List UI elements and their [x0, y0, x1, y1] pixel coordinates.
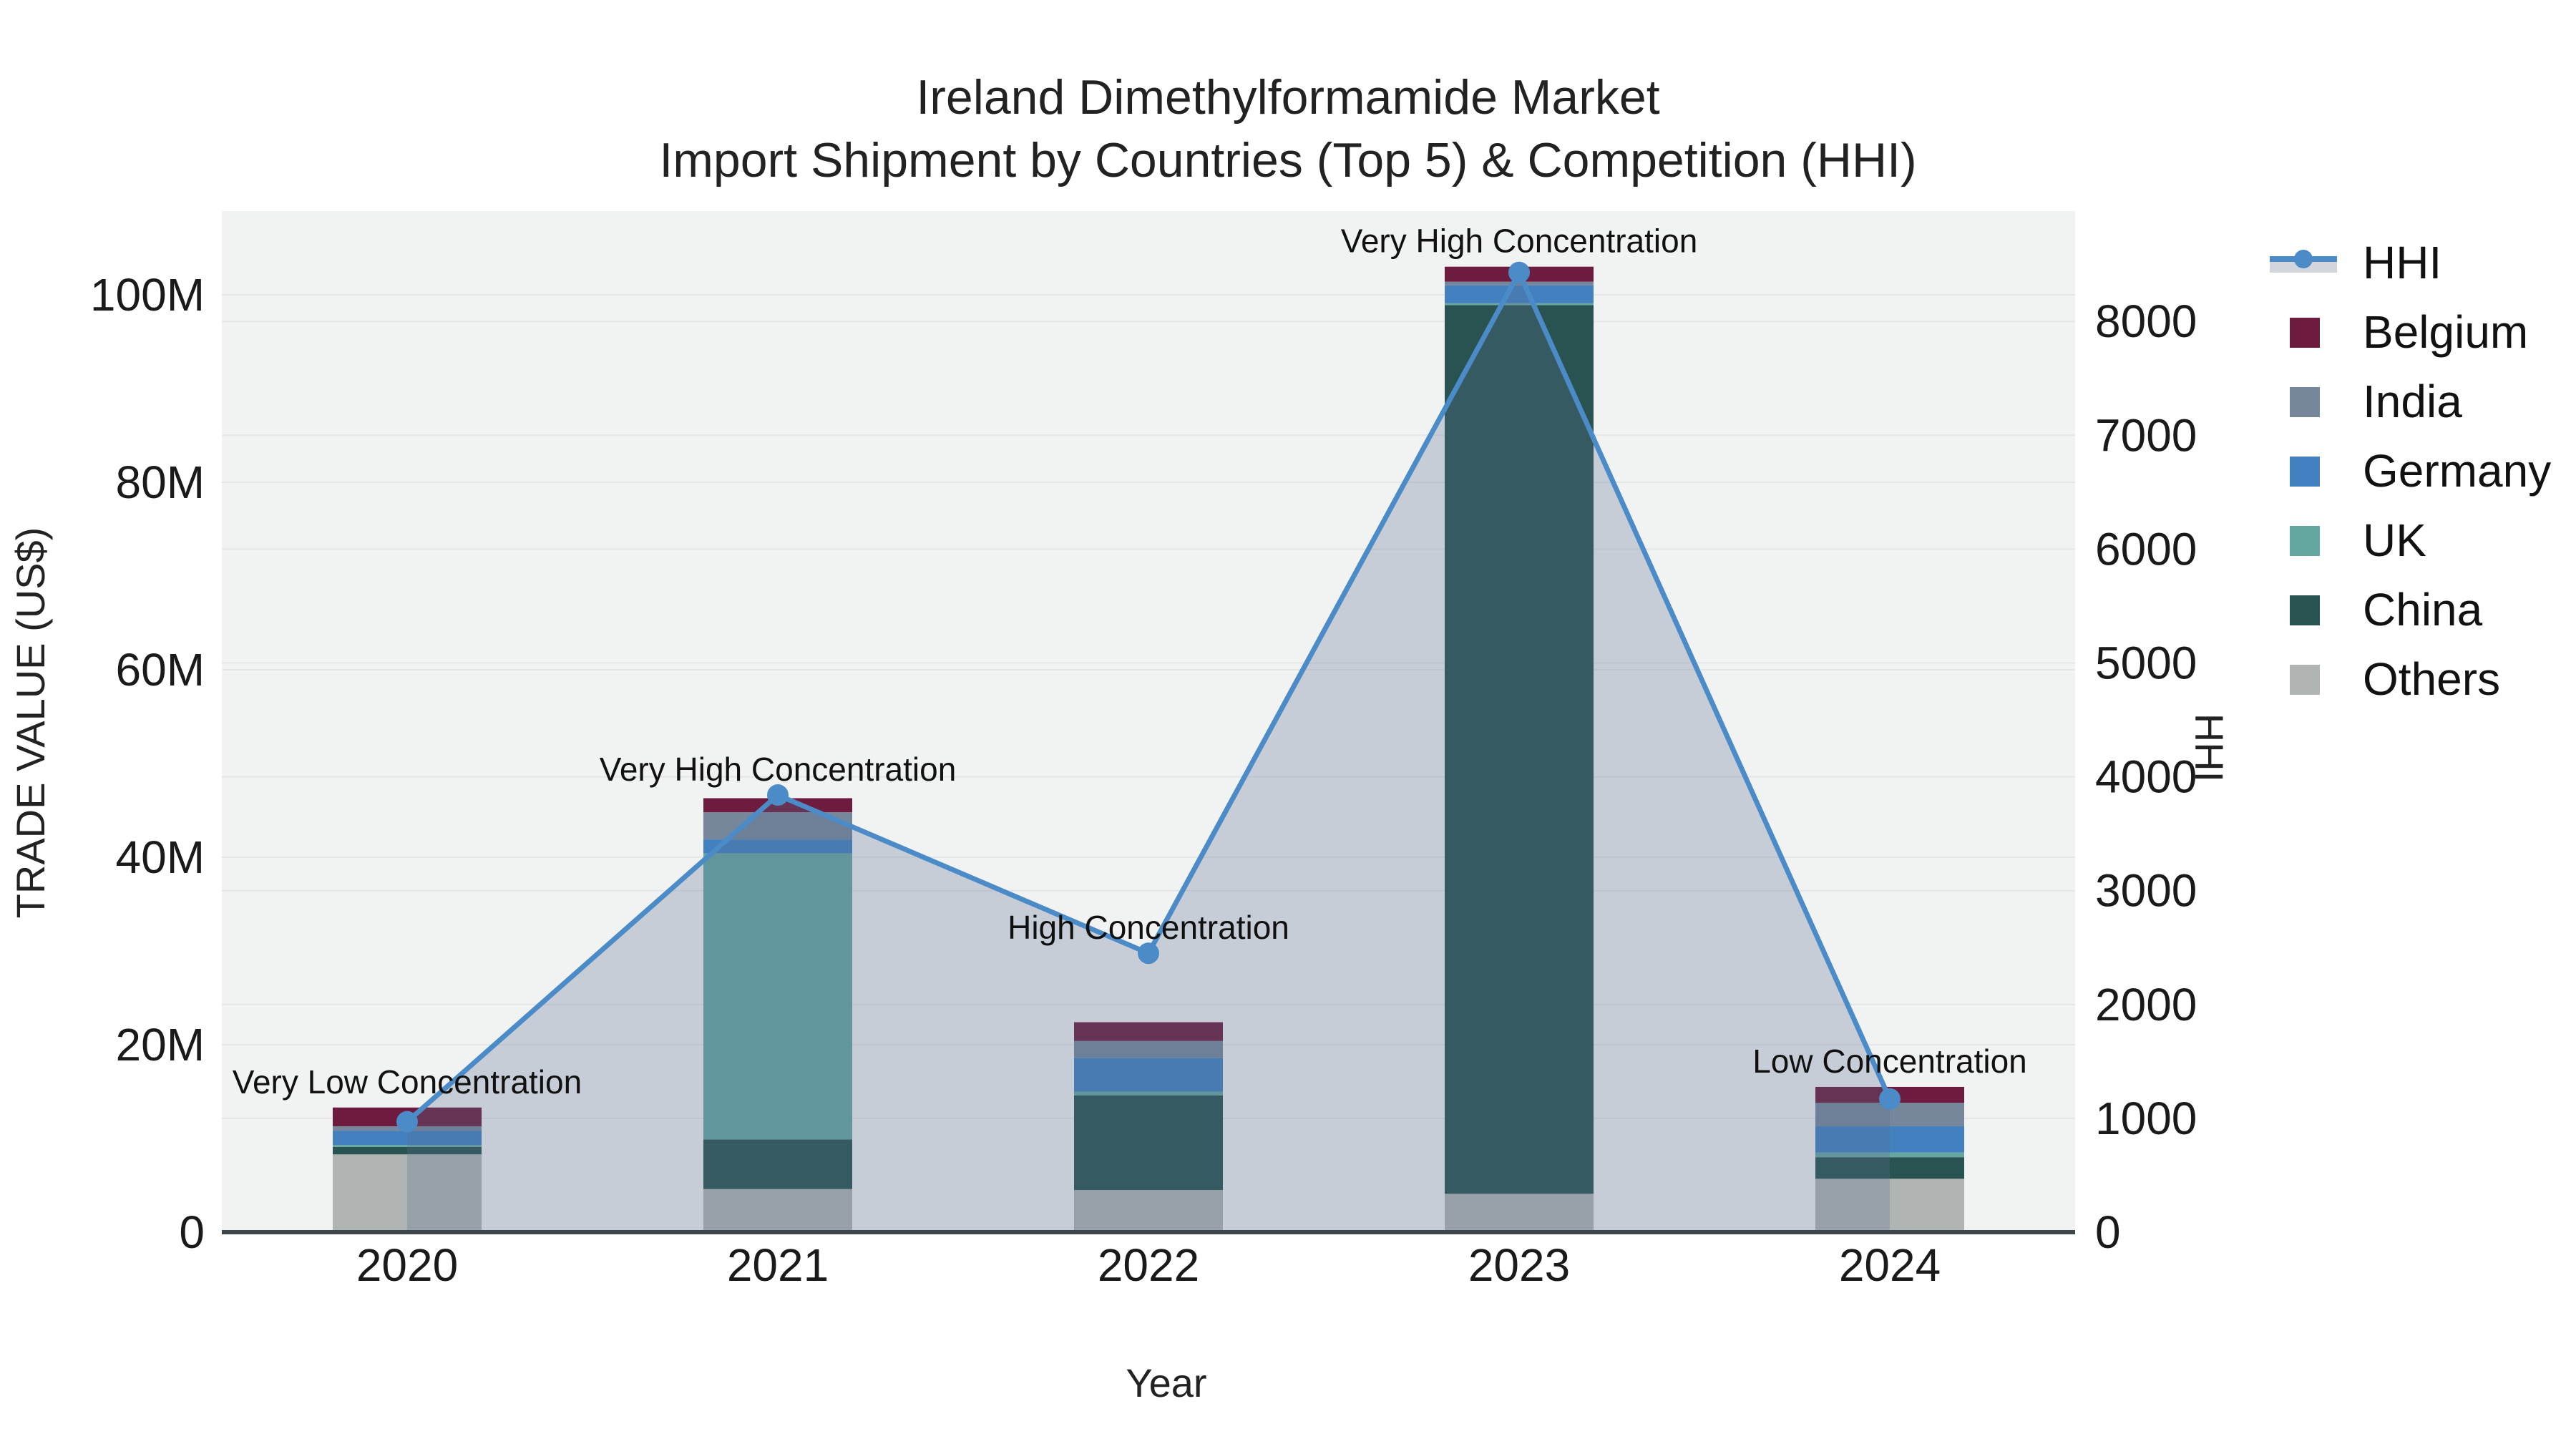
legend-swatch-india [2270, 380, 2348, 423]
x-tick-2023: 2023 [1468, 1239, 1570, 1291]
germany-color-swatch-icon [2290, 456, 2320, 487]
bar-segment-germany-2020[interactable] [333, 1131, 482, 1146]
bar-segment-uk-2023[interactable] [1445, 303, 1594, 306]
legend-item-hhi[interactable]: HHI [2270, 228, 2551, 297]
legend: HHI Belgium India Germany UK China Others [2270, 228, 2551, 713]
right-tick-8000: 8000 [2095, 296, 2197, 347]
hhi-marker-2024[interactable] [1879, 1088, 1901, 1110]
left-tick-20M: 20M [116, 1019, 205, 1070]
chart-title-line1: Ireland Dimethylformamide Market [916, 70, 1660, 125]
annotation-2020: Very Low Concentration [233, 1063, 582, 1101]
bar-segment-china-2021[interactable] [703, 1139, 852, 1189]
legend-label-hhi: HHI [2363, 236, 2442, 288]
left-tick-80M: 80M [116, 457, 205, 508]
left-tick-40M: 40M [116, 831, 205, 883]
legend-swatch-others [2270, 658, 2348, 701]
legend-item-belgium[interactable]: Belgium [2270, 297, 2551, 366]
legend-item-germany[interactable]: Germany [2270, 436, 2551, 505]
annotation-2023: Very High Concentration [1341, 223, 1698, 260]
bar-segment-india-2022[interactable] [1074, 1040, 1223, 1058]
right-tick-6000: 6000 [2095, 523, 2197, 575]
bar-segment-uk-2024[interactable] [1815, 1152, 1964, 1158]
chart-title-line2: Import Shipment by Countries (Top 5) & C… [659, 133, 1917, 187]
bar-segment-germany-2022[interactable] [1074, 1058, 1223, 1092]
hhi-marker-2021[interactable] [767, 784, 789, 806]
hhi-marker-glyph [2294, 249, 2313, 268]
legend-label-india: India [2363, 375, 2462, 427]
legend-item-india[interactable]: India [2270, 366, 2551, 436]
china-color-swatch-icon [2290, 595, 2320, 625]
left-tick-0: 0 [179, 1206, 205, 1258]
x-tick-2024: 2024 [1839, 1239, 1941, 1291]
left-tick-100M: 100M [90, 269, 205, 321]
right-tick-1000: 1000 [2095, 1093, 2197, 1144]
bar-segment-germany-2023[interactable] [1445, 285, 1594, 303]
x-tick-2020: 2020 [356, 1239, 458, 1291]
annotation-2022: High Concentration [1008, 909, 1289, 946]
bar-segment-belgium-2022[interactable] [1074, 1022, 1223, 1041]
right-tick-7000: 7000 [2095, 409, 2197, 461]
x-tick-2022: 2022 [1098, 1239, 1199, 1291]
legend-swatch-china [2270, 588, 2348, 631]
chart-title: Ireland Dimethylformamide Market Import … [0, 66, 2576, 192]
bar-segment-uk-2020[interactable] [333, 1145, 482, 1147]
left-tick-60M: 60M [116, 644, 205, 696]
bar-segment-uk-2022[interactable] [1074, 1091, 1223, 1096]
annotation-2021: Very High Concentration [600, 751, 957, 788]
bar-segment-others-2022[interactable] [1074, 1190, 1223, 1232]
legend-label-others: Others [2363, 653, 2501, 705]
bar-segment-china-2020[interactable] [333, 1146, 482, 1155]
legend-label-china: China [2363, 583, 2483, 635]
bar-segment-others-2023[interactable] [1445, 1194, 1594, 1232]
bar-segment-china-2022[interactable] [1074, 1095, 1223, 1191]
legend-item-others[interactable]: Others [2270, 644, 2551, 713]
annotation-2024: Low Concentration [1752, 1043, 2027, 1080]
bar-segment-others-2020[interactable] [333, 1154, 482, 1232]
legend-item-china[interactable]: China [2270, 575, 2551, 644]
belgium-color-swatch-icon [2290, 317, 2320, 348]
hhi-line-swatch-icon [2270, 241, 2348, 284]
right-tick-3000: 3000 [2095, 865, 2197, 917]
bar-segment-uk-2021[interactable] [703, 853, 852, 1140]
legend-label-belgium: Belgium [2363, 306, 2529, 358]
india-color-swatch-icon [2290, 386, 2320, 417]
x-tick-2021: 2021 [727, 1239, 829, 1291]
legend-swatch-uk [2270, 519, 2348, 562]
right-tick-4000: 4000 [2095, 751, 2197, 803]
bar-segment-china-2024[interactable] [1815, 1157, 1964, 1179]
bar-segment-germany-2021[interactable] [703, 839, 852, 854]
hhi-marker-2022[interactable] [1138, 942, 1159, 965]
legend-swatch-belgium [2270, 311, 2348, 353]
uk-color-swatch-icon [2290, 525, 2320, 556]
bar-segment-china-2023[interactable] [1445, 305, 1594, 1194]
hhi-area-fill [407, 272, 1890, 1232]
right-tick-5000: 5000 [2095, 638, 2197, 689]
hhi-marker-2020[interactable] [396, 1111, 418, 1133]
legend-label-germany: Germany [2363, 444, 2552, 497]
others-color-swatch-icon [2290, 664, 2320, 695]
bar-segment-others-2024[interactable] [1815, 1179, 1964, 1232]
legend-swatch-germany [2270, 449, 2348, 492]
right-tick-0: 0 [2095, 1206, 2121, 1258]
right-tick-2000: 2000 [2095, 979, 2197, 1030]
bar-segment-others-2021[interactable] [703, 1189, 852, 1232]
bar-segment-germany-2024[interactable] [1815, 1126, 1964, 1153]
bar-segment-india-2023[interactable] [1445, 281, 1594, 286]
hhi-marker-2023[interactable] [1508, 261, 1530, 283]
legend-item-uk[interactable]: UK [2270, 505, 2551, 575]
x-axis-title: Year [1126, 1360, 1207, 1405]
legend-label-uk: UK [2363, 514, 2426, 566]
